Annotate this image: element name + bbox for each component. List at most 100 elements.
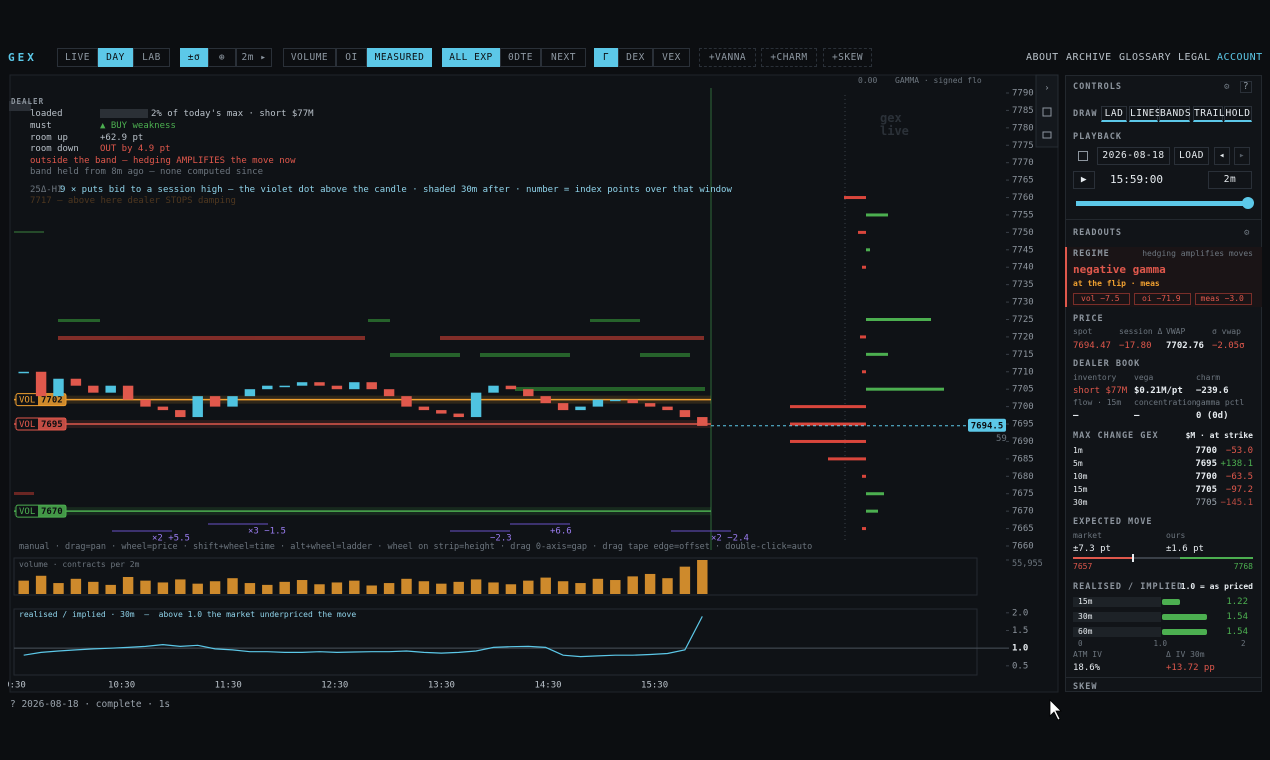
gamma-bar — [866, 213, 888, 217]
field-value: +13.72 pp — [1166, 663, 1215, 673]
toggle[interactable]: TRAIL — [1193, 106, 1225, 122]
row-key: 1m — [1073, 446, 1083, 455]
volume-bar — [140, 580, 151, 594]
field-label: VWAP — [1166, 327, 1186, 336]
candle — [366, 382, 377, 390]
field-value: 0 (0d) — [1196, 411, 1229, 421]
date-input[interactable]: 2026-08-18 — [1097, 147, 1170, 165]
button[interactable]: +VANNA — [699, 48, 756, 67]
button[interactable]: +CHARM — [761, 48, 817, 67]
nav-link[interactable]: LEGAL — [1178, 52, 1211, 63]
candle — [557, 403, 569, 411]
volume-bar — [505, 584, 517, 594]
button[interactable]: DAY — [98, 48, 133, 67]
field-value: −239.6 — [1196, 386, 1229, 396]
gamma-bar — [862, 527, 866, 531]
gamma-bar — [866, 248, 870, 252]
toggle[interactable]: BANDS — [1159, 106, 1191, 122]
volume-bar — [35, 575, 47, 594]
level-tag-label: VOL — [19, 507, 35, 517]
candle — [227, 396, 238, 407]
dealer-value: OUT by 4.9 pt — [100, 144, 171, 154]
row-key: 5m — [1073, 459, 1083, 468]
candle — [18, 371, 29, 374]
trail — [58, 336, 365, 340]
signal-label: ×2 +5.5 — [152, 534, 190, 544]
dealer-key: room up — [30, 133, 68, 143]
toggle[interactable]: LAD — [1101, 106, 1127, 122]
range-high — [1180, 557, 1253, 559]
button[interactable]: OI — [336, 48, 367, 67]
tool-icon[interactable]: › — [1044, 84, 1049, 94]
candle — [644, 403, 656, 407]
y-tick-label: 7670 — [1012, 507, 1034, 517]
section-title: CONTROLS — [1073, 82, 1122, 92]
gamma-bar — [866, 318, 931, 321]
x-tick-label: 12:30 — [321, 681, 348, 691]
button[interactable]: Γ — [594, 48, 618, 67]
nav-link[interactable]: ACCOUNT — [1217, 52, 1263, 63]
side-panel — [1065, 75, 1262, 692]
gamma-bar — [866, 509, 878, 513]
candle — [296, 382, 308, 386]
nav-link[interactable]: ARCHIVE — [1066, 52, 1112, 63]
time-readout: 15:59:00 — [1110, 173, 1163, 186]
button[interactable]: 2m ▸ — [236, 48, 272, 67]
button[interactable]: ◂ — [1214, 147, 1230, 165]
status-bar: ? 2026-08-18 · complete · 1s — [10, 699, 171, 710]
button[interactable]: 0DTE — [500, 48, 541, 67]
icon[interactable]: ? — [1240, 81, 1252, 93]
gamma-bar — [844, 196, 866, 200]
trail — [515, 387, 705, 391]
button[interactable]: ⊕ — [208, 48, 236, 67]
button[interactable]: LAB — [133, 48, 170, 67]
candle — [262, 385, 273, 390]
icon[interactable]: ⚙ — [1224, 82, 1230, 92]
tool-icon[interactable] — [1042, 107, 1052, 117]
y-tick-label: 7780 — [1012, 123, 1034, 133]
volume-bar — [592, 578, 604, 594]
toggle[interactable]: HOLD — [1224, 106, 1252, 122]
regime-box — [1065, 247, 1262, 307]
button[interactable]: VEX — [653, 48, 690, 67]
field-label: vega — [1134, 373, 1154, 382]
axis-tick-label: 0 — [1078, 639, 1083, 648]
button[interactable]: DEX — [618, 48, 653, 67]
button[interactable]: LIVE — [57, 48, 98, 67]
y-tick-label: 7775 — [1012, 141, 1034, 151]
trail — [14, 231, 44, 233]
button[interactable]: ±σ — [180, 48, 208, 67]
y-tick-label: 7675 — [1012, 489, 1034, 499]
field-label: charm — [1196, 373, 1221, 382]
nav-link[interactable]: GLOSSARY — [1119, 52, 1172, 63]
level-tag-value-bg — [38, 393, 66, 406]
button[interactable]: ▸ — [1234, 147, 1250, 165]
button[interactable]: NEXT — [541, 48, 586, 67]
dealer-faded: 7717 — above here dealer STOPS damping — [30, 196, 236, 206]
row-key: 30m — [1078, 612, 1093, 621]
volume-bar — [349, 580, 360, 594]
button[interactable]: ALL EXP — [442, 48, 500, 67]
x-tick-label: 10:30 — [108, 681, 135, 691]
button[interactable]: ▶ — [1073, 171, 1095, 189]
candle — [436, 410, 447, 414]
icon[interactable]: ⚙ — [1244, 228, 1250, 238]
toggle[interactable]: LINES — [1129, 106, 1161, 122]
candle — [209, 396, 221, 407]
row-key: 15m — [1078, 597, 1093, 606]
button[interactable]: VOLUME — [283, 48, 336, 67]
divider — [1065, 219, 1262, 220]
chip-label: meas −3.0 — [1200, 294, 1244, 303]
field-value: ±1.6 pt — [1166, 544, 1204, 554]
select[interactable]: 2m — [1208, 171, 1252, 189]
button[interactable]: MEASURED — [367, 48, 432, 67]
nav-link[interactable]: ABOUT — [1026, 52, 1059, 63]
tool-icon[interactable] — [1042, 131, 1052, 139]
button[interactable]: LOAD — [1174, 147, 1209, 165]
volume-bar — [610, 580, 621, 594]
candle — [488, 385, 499, 393]
watermark: live — [880, 124, 909, 138]
button[interactable]: +SKEW — [823, 48, 872, 67]
ratio-line — [23, 616, 703, 658]
